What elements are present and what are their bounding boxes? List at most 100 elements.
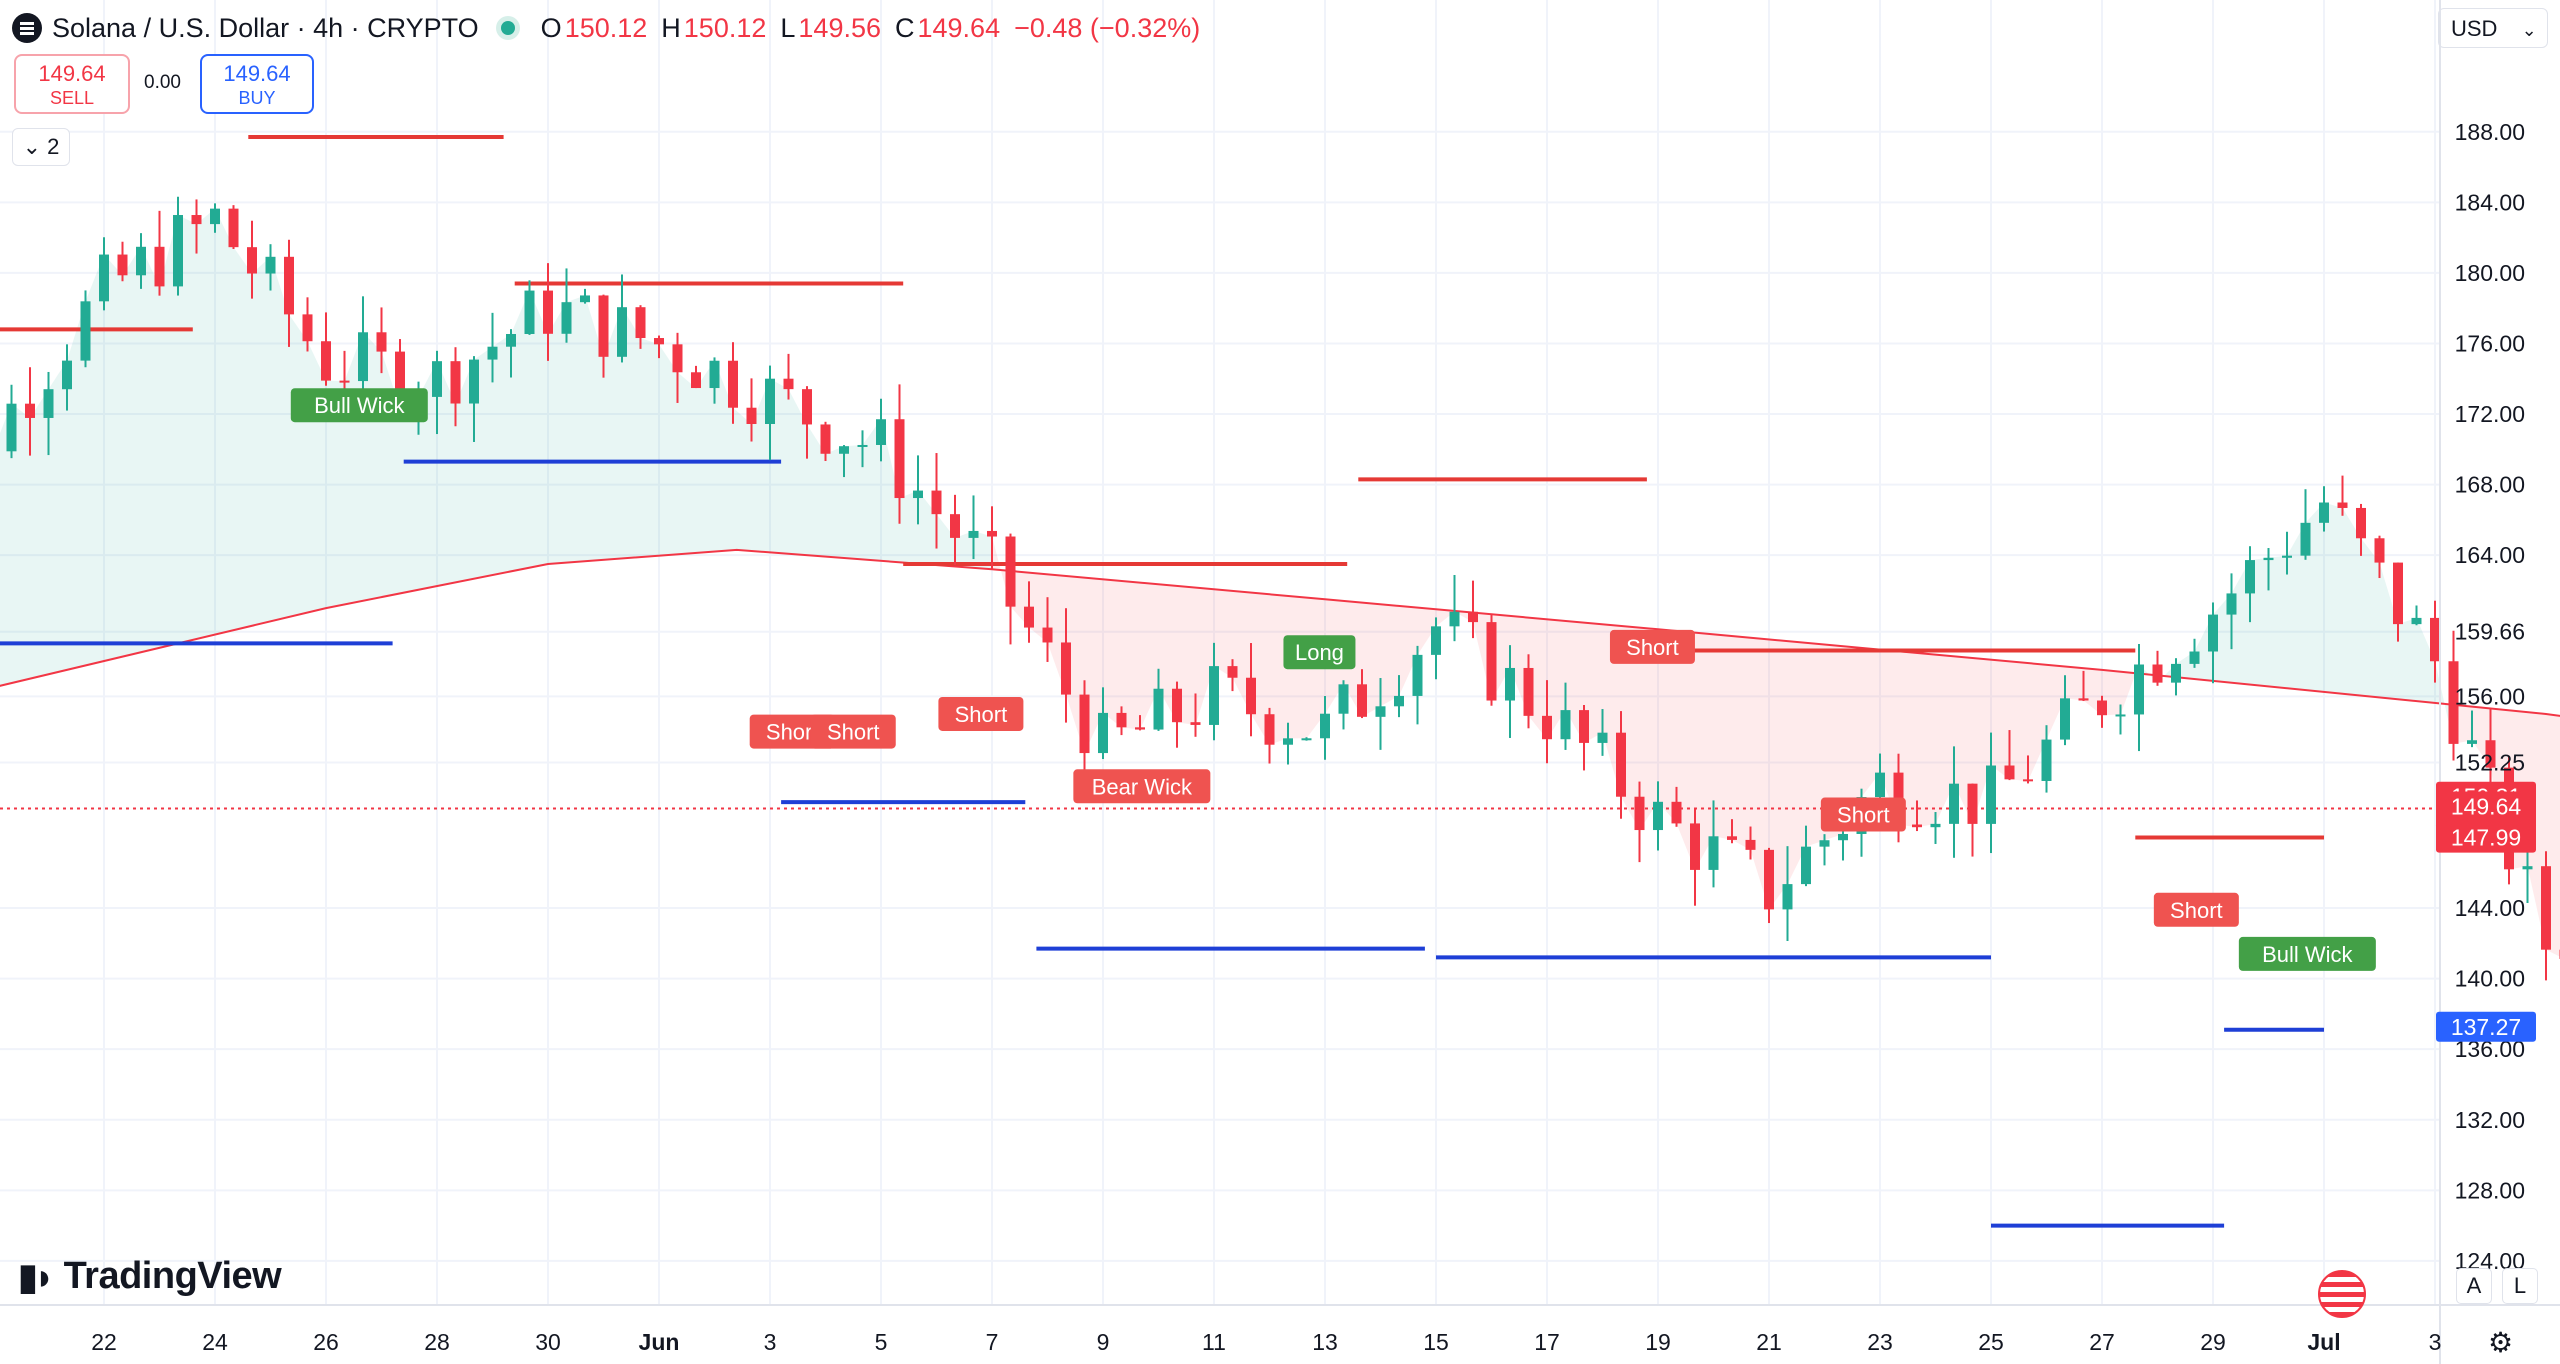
sell-button[interactable]: 149.64 SELL — [14, 54, 130, 114]
low-label: L — [780, 12, 796, 43]
ma-fill-segment — [215, 208, 234, 635]
candle-body — [2004, 765, 2015, 780]
signal-label-text: Long — [1295, 640, 1344, 665]
ma-fill-segment — [437, 361, 456, 587]
candle-body — [228, 208, 239, 248]
y-tick-label: 180.00 — [2455, 260, 2525, 286]
candle-body — [1209, 666, 1219, 725]
ma-fill-segment — [714, 360, 733, 552]
candle-body — [2448, 661, 2459, 744]
ma-fill-segment — [1935, 654, 1954, 824]
candle-body — [339, 380, 350, 383]
ma-fill-segment — [511, 290, 530, 572]
ma-fill-segment — [881, 419, 900, 563]
candle-body — [1819, 840, 1830, 847]
ma-fill-segment — [30, 389, 49, 679]
candle-body — [746, 407, 757, 424]
candle-body — [25, 403, 35, 418]
ma-fill-segment — [788, 389, 807, 556]
ma-fill-segment — [178, 215, 197, 644]
ma-fill-segment — [1972, 658, 1991, 824]
y-tick-label: 144.00 — [2455, 895, 2525, 921]
candle-body — [894, 419, 905, 499]
ma-fill-segment — [2342, 507, 2361, 696]
ma-fill-segment — [1417, 607, 1436, 655]
x-tick-label: 26 — [313, 1329, 339, 1355]
y-tick-label: 176.00 — [2455, 330, 2525, 356]
ma-fill-segment — [1658, 629, 1677, 824]
candle-body — [469, 359, 479, 404]
candle-body — [191, 215, 202, 225]
candle-body — [802, 389, 812, 425]
candle-body — [1764, 849, 1774, 910]
candle-body — [1949, 783, 1959, 824]
signal-label-box — [2153, 892, 2239, 927]
candle-body — [1449, 611, 1460, 627]
ma-fill-segment — [1399, 605, 1418, 696]
candle-body — [506, 333, 516, 347]
signal-label-box — [290, 388, 428, 423]
ma-fill-segment — [1732, 636, 1751, 850]
buy-button[interactable]: 149.64 BUY — [200, 54, 314, 114]
candle-body — [1505, 667, 1515, 701]
high-label: H — [661, 12, 681, 43]
ma-fill-segment — [640, 338, 659, 558]
open-value: 150.12 — [564, 12, 648, 43]
candle-body — [1708, 836, 1719, 870]
candle-body — [1727, 836, 1737, 840]
y-tick-label: 159.66 — [2455, 619, 2525, 645]
candle-body — [265, 256, 276, 274]
ma-fill-segment — [529, 290, 548, 568]
ma-fill-segment — [1806, 642, 1825, 847]
candle-body — [2189, 651, 2200, 664]
x-tick-label: 11 — [1202, 1329, 1226, 1355]
candle-body — [2467, 740, 2477, 744]
x-tick-label: 3 — [764, 1329, 777, 1355]
log-scale-button[interactable]: L — [2502, 1268, 2538, 1304]
symbol-title[interactable]: Solana / U.S. Dollar · 4h · CRYPTO — [52, 12, 479, 43]
price-marker — [2436, 822, 2536, 853]
ma-fill-segment — [326, 380, 345, 609]
x-tick-label: 22 — [91, 1329, 117, 1355]
currency-select[interactable]: USD ⌄ — [2438, 8, 2548, 48]
ohlc-open: O 150.12 — [541, 13, 648, 44]
candle-body — [1690, 823, 1700, 870]
open-label: O — [540, 12, 562, 43]
ma-fill-segment — [1787, 641, 1806, 885]
signal-label-box — [1609, 629, 1695, 664]
candle-body — [2337, 502, 2348, 508]
ma-fill-segment — [141, 246, 160, 653]
candle-body — [2060, 698, 2070, 740]
candle-body — [1412, 654, 1423, 696]
ma-fill-segment — [1103, 579, 1122, 728]
indicators-toggle-button[interactable]: ⌄ 2 — [12, 128, 70, 166]
candle-body — [950, 514, 960, 538]
low-value: 149.56 — [798, 12, 881, 43]
candle-body — [1523, 667, 1534, 716]
ma-fill-segment — [955, 530, 974, 568]
candle-body — [1227, 666, 1238, 678]
ma-fill-segment — [1824, 644, 1843, 841]
auto-scale-button[interactable]: A — [2456, 1268, 2492, 1304]
signal-label-text: Short — [1626, 635, 1679, 660]
candle-body — [1912, 824, 1922, 828]
x-tick-label: 15 — [1423, 1329, 1449, 1355]
signal-label-text: Bear Wick — [1092, 774, 1193, 799]
candle-body — [2282, 555, 2292, 558]
x-tick-label: 23 — [1867, 1329, 1893, 1355]
candle-body — [1357, 684, 1367, 717]
settings-gear-icon[interactable]: ⚙ — [2488, 1327, 2514, 1358]
candle-body — [1375, 706, 1386, 717]
candle-body — [1301, 738, 1312, 741]
candle-body — [2300, 522, 2311, 556]
ma-fill-segment — [2287, 522, 2306, 691]
x-tick-label: 24 — [202, 1329, 228, 1355]
ma-fill-segment — [603, 307, 622, 560]
signal-label-box — [938, 696, 1024, 731]
us-flag-icon[interactable] — [2318, 1270, 2366, 1318]
candle-body — [783, 378, 794, 390]
ma-fill-segment — [48, 360, 67, 675]
spread-value: 0.00 — [144, 72, 181, 93]
tradingview-logo[interactable]: ▮◗ TradingView — [18, 1255, 282, 1298]
